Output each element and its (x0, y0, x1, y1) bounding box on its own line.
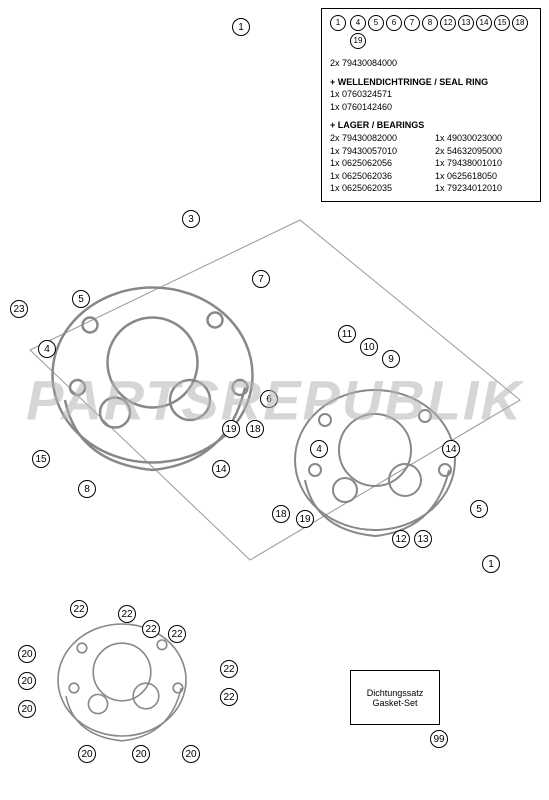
callout-18: 18 (246, 420, 264, 438)
callout-18: 18 (272, 505, 290, 523)
callout-14: 14 (442, 440, 460, 458)
top-circle-row: 456781213141518 19 (350, 15, 532, 49)
callout-20: 20 (182, 745, 200, 763)
callout-1: 1 (232, 18, 250, 36)
ref-circle-4: 4 (350, 15, 366, 31)
bearing-line: 1x 49030023000 (435, 132, 532, 145)
ref-circle-15: 15 (494, 15, 510, 31)
bearing-line: 1x 79234012010 (435, 182, 532, 195)
bearing-line: 1x 0625062036 (330, 170, 427, 183)
engine-view-bottom (30, 600, 230, 760)
callout-22: 22 (70, 600, 88, 618)
ref-circle-6: 6 (386, 15, 402, 31)
callout-5: 5 (72, 290, 90, 308)
ref-circle-13: 13 (458, 15, 474, 31)
bearing-line: 1x 0625062056 (330, 157, 427, 170)
bearing-line: 1x 0625062035 (330, 182, 427, 195)
ref-circle-19: 19 (350, 33, 366, 49)
callout-22: 22 (220, 688, 238, 706)
leading-callout: 1 (330, 15, 346, 31)
callout-19: 19 (222, 420, 240, 438)
bearing-line: 2x 54632095000 (435, 145, 532, 158)
parts-info-box: 1 456781213141518 19 2x 79430084000 + WEL… (321, 8, 541, 202)
callout-1: 1 (482, 555, 500, 573)
ref-circle-5: 5 (368, 15, 384, 31)
gasket-set-box: Dichtungssatz Gasket-Set (350, 670, 440, 725)
seal-ring-title: + WELLENDICHTRINGE / SEAL RING (330, 76, 532, 89)
gasket-line2: Gasket-Set (372, 698, 417, 708)
callout-4: 4 (38, 340, 56, 358)
callout-10: 10 (360, 338, 378, 356)
callout-22: 22 (168, 625, 186, 643)
ref-circle-12: 12 (440, 15, 456, 31)
engine-view-left (40, 250, 290, 500)
callout-7: 7 (252, 270, 270, 288)
bearing-line: 1x 79438001010 (435, 157, 532, 170)
callout-11: 11 (338, 325, 356, 343)
engine-view-right (280, 360, 490, 560)
callout-20: 20 (78, 745, 96, 763)
seal-ring-line: 1x 0760142460 (330, 101, 532, 114)
callout-6: 6 (260, 390, 278, 408)
callout-22: 22 (118, 605, 136, 623)
callout-13: 13 (414, 530, 432, 548)
callout-22: 22 (220, 660, 238, 678)
callout-15: 15 (32, 450, 50, 468)
callout-22: 22 (142, 620, 160, 638)
ref-circle-14: 14 (476, 15, 492, 31)
callout-20: 20 (18, 645, 36, 663)
ref-circle-18: 18 (512, 15, 528, 31)
bearings-title: + LAGER / BEARINGS (330, 119, 532, 132)
gasket-line1: Dichtungssatz (367, 688, 424, 698)
callout-4: 4 (310, 440, 328, 458)
bearing-line: 1x 79430057010 (330, 145, 427, 158)
ref-circle-7: 7 (404, 15, 420, 31)
callout-5: 5 (470, 500, 488, 518)
callout-99: 99 (430, 730, 448, 748)
callout-14: 14 (212, 460, 230, 478)
bearing-line: 2x 79430082000 (330, 132, 427, 145)
bearing-line: 1x 0625618050 (435, 170, 532, 183)
seal-ring-line: 1x 0760324571 (330, 88, 532, 101)
callout-20: 20 (18, 672, 36, 690)
ref-circle-8: 8 (422, 15, 438, 31)
callout-3: 3 (182, 210, 200, 228)
line-2x: 2x 79430084000 (330, 57, 532, 70)
callout-19: 19 (296, 510, 314, 528)
callout-20: 20 (18, 700, 36, 718)
callout-8: 8 (78, 480, 96, 498)
callout-12: 12 (392, 530, 410, 548)
callout-20: 20 (132, 745, 150, 763)
callout-23: 23 (10, 300, 28, 318)
callout-9: 9 (382, 350, 400, 368)
